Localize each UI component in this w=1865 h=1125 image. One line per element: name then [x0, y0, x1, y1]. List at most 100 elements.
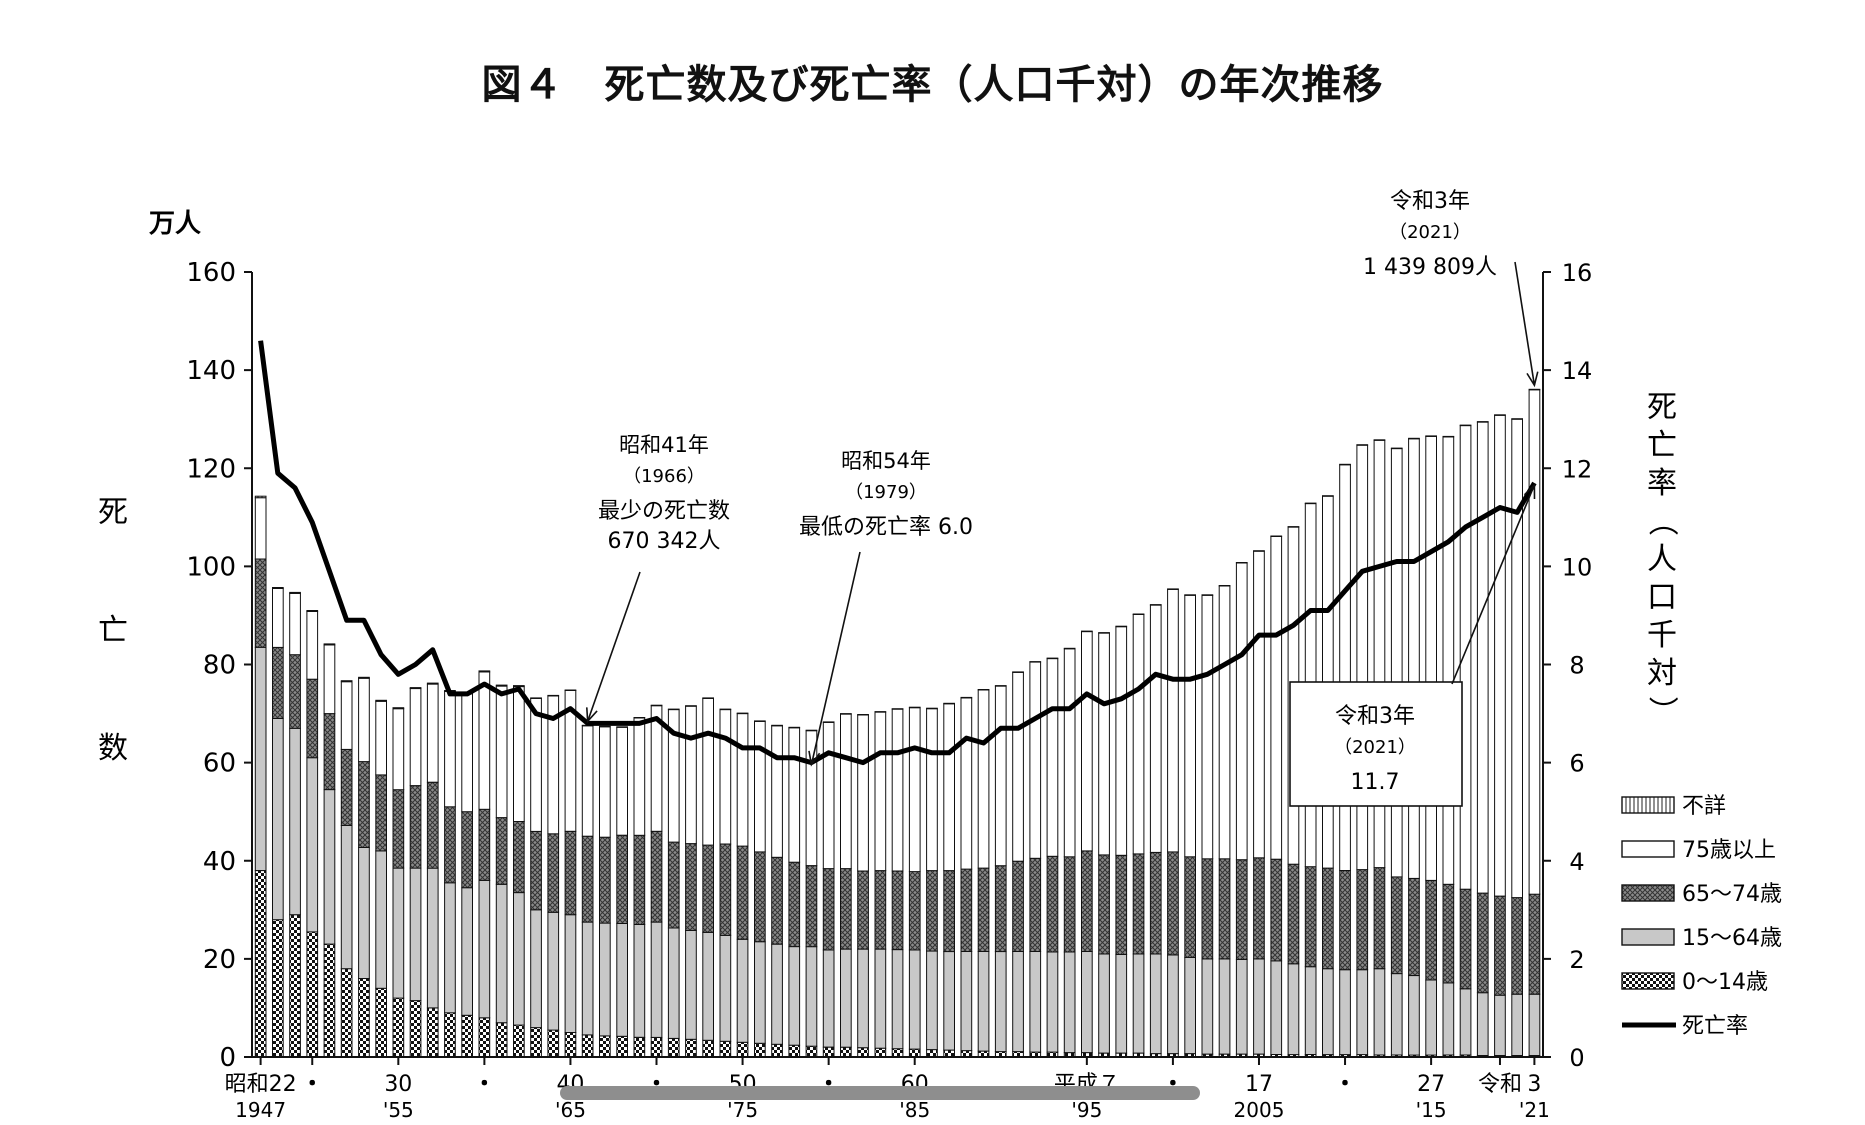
bar-unknown-1990 — [994, 685, 1007, 687]
bar-age_0_14-1947 — [254, 870, 267, 1058]
rate-line-layer — [258, 340, 1537, 766]
annotation-text: （1966） — [623, 466, 705, 487]
right-axis-title-char: 対 — [1647, 656, 1677, 691]
bar-unknown-1995 — [1081, 630, 1093, 633]
bar-age_15_64-1953 — [358, 847, 370, 979]
legend-swatch-age_75_plus — [1621, 840, 1675, 858]
bar-age_15_64-1969 — [633, 924, 646, 1038]
bar-unknown-2005 — [1253, 550, 1265, 552]
bar-unknown-2016 — [1442, 435, 1455, 438]
bar-age_65_74-2004 — [1235, 859, 1248, 960]
bar-age_65_74-1958 — [444, 806, 456, 884]
bar-unknown-1948 — [272, 587, 284, 589]
x-tick-year-label: '85 — [899, 1098, 930, 1122]
bar-age_15_64-2014 — [1408, 975, 1420, 1056]
bar-age_75_plus-1986 — [926, 708, 938, 872]
bar-age_0_14-1964 — [547, 1029, 560, 1058]
bar-age_75_plus-2021 — [1528, 389, 1541, 895]
bar-age_75_plus-1967 — [599, 726, 611, 838]
bar-age_15_64-1983 — [874, 948, 887, 1049]
bar-unknown-1997 — [1115, 625, 1128, 628]
bar-age_15_64-2001 — [1184, 956, 1197, 1055]
bar-age_75_plus-2003 — [1218, 585, 1231, 860]
bar-unknown-1970 — [650, 704, 663, 707]
bar-age_75_plus-2010 — [1339, 464, 1351, 871]
bar-age_0_14-1986 — [926, 1049, 938, 1058]
annotation-text: （2021） — [1389, 222, 1471, 243]
bar-unknown-1956 — [409, 687, 422, 690]
bar-unknown-1952 — [340, 680, 353, 683]
bar-age_65_74-1964 — [547, 833, 560, 913]
bar-age_75_plus-1972 — [685, 705, 697, 845]
bar-age_65_74-2001 — [1184, 856, 1197, 958]
bar-age_15_64-1957 — [426, 867, 439, 1009]
bar-age_0_14-1975 — [736, 1041, 749, 1058]
bar-age_65_74-1993 — [1046, 855, 1059, 953]
legend-swatch-age_65_74 — [1621, 884, 1675, 902]
left-tick-label: 80 — [203, 651, 236, 681]
x-tick-era-label: 30 — [384, 1072, 412, 1097]
bar-age_75_plus-1957 — [426, 683, 439, 783]
bar-age_75_plus-1950 — [306, 611, 319, 680]
bar-age_15_64-2007 — [1287, 963, 1300, 1056]
bar-age_15_64-1967 — [599, 922, 611, 1037]
bar-age_65_74-1967 — [599, 836, 611, 924]
bar-unknown-1965 — [564, 689, 577, 691]
bar-age_15_64-2004 — [1235, 958, 1248, 1055]
bar-age_15_64-1972 — [685, 929, 697, 1040]
bar-age_0_14-1966 — [581, 1034, 594, 1058]
annotations-layer: 昭和41年 （1966） 最少の死亡数 670 342人 昭和54年 （1979） 最低の死… — [585, 189, 1539, 807]
bar-age_15_64-1996 — [1098, 953, 1110, 1054]
bar-age_15_64-2000 — [1167, 954, 1179, 1055]
right-tick-label: 8 — [1569, 652, 1584, 680]
bar-age_15_64-1982 — [857, 948, 869, 1049]
bar-age_65_74-2013 — [1390, 876, 1403, 975]
bar-unknown-1963 — [530, 697, 542, 699]
bar-age_65_74-1950 — [306, 678, 319, 759]
bar-age_75_plus-1989 — [977, 689, 990, 869]
bar-age_65_74-1970 — [650, 830, 663, 923]
annotation-text: 令和3年 — [1390, 189, 1470, 214]
bar-age_65_74-1966 — [581, 835, 594, 923]
bar-age_0_14-1984 — [891, 1048, 904, 1058]
annotation-text: 昭和41年 — [619, 433, 709, 457]
bar-age_15_64-1958 — [444, 882, 456, 1014]
bar-unknown-1987 — [943, 702, 955, 705]
bar-age_0_14-1955 — [392, 997, 405, 1058]
right-axis-title-char: 千 — [1647, 618, 1677, 653]
bars-layer — [254, 388, 1541, 1058]
bar-unknown-1980 — [822, 721, 835, 723]
x-tick-dot: ・ — [1334, 1072, 1356, 1097]
bar-age_15_64-1986 — [926, 950, 938, 1051]
bar-age_15_64-1995 — [1081, 951, 1093, 1054]
annotation-1-leader — [810, 551, 861, 765]
bar-unknown-2003 — [1218, 585, 1231, 587]
bar-age_15_64-2015 — [1425, 979, 1438, 1056]
bar-unknown-1983 — [874, 711, 887, 713]
bar-age_15_64-2008 — [1304, 966, 1317, 1056]
bar-age_65_74-1961 — [495, 817, 508, 885]
bar-age_0_14-1981 — [840, 1046, 852, 1058]
bar-unknown-1975 — [736, 712, 749, 715]
bar-unknown-1982 — [857, 714, 869, 716]
bar-age_0_14-1960 — [478, 1017, 491, 1058]
bar-age_15_64-1963 — [530, 909, 542, 1029]
bar-age_75_plus-1955 — [392, 708, 405, 791]
x-tick-year-label: '65 — [555, 1098, 586, 1122]
bar-age_75_plus-1960 — [478, 671, 491, 810]
annotation-text: （1979） — [845, 482, 927, 503]
bar-age_65_74-1997 — [1115, 854, 1128, 956]
bar-age_65_74-2020 — [1511, 897, 1524, 995]
bar-age_65_74-2014 — [1408, 877, 1420, 977]
bar-age_75_plus-1978 — [788, 727, 801, 863]
bar-age_75_plus-1973 — [702, 697, 714, 846]
bar-age_75_plus-2020 — [1511, 418, 1524, 899]
bar-age_15_64-1993 — [1046, 951, 1059, 1053]
bar-age_0_14-1958 — [444, 1012, 456, 1058]
left-axis-title-char: 数 — [98, 731, 128, 766]
bar-age_0_14-1948 — [272, 919, 284, 1058]
horizontal-scrollbar[interactable] — [560, 1086, 1200, 1100]
bar-age_75_plus-1977 — [771, 725, 783, 858]
bar-unknown-1955 — [392, 707, 405, 710]
bar-age_75_plus-1968 — [616, 726, 628, 836]
